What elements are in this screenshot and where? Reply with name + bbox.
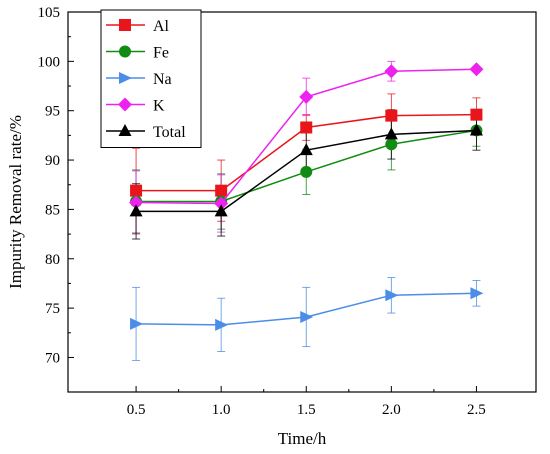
y-tick-label: 105 <box>38 5 61 21</box>
y-tick-label: 100 <box>38 54 61 70</box>
k-data-point <box>384 64 399 79</box>
na-data-point <box>300 310 314 323</box>
legend: Al Fe Na K Total <box>100 9 202 148</box>
y-tick-label: 85 <box>45 202 60 218</box>
al-data-point <box>300 121 313 134</box>
x-tick-label: 2.0 <box>382 402 401 418</box>
total-data-point <box>214 204 228 217</box>
k-data-point <box>469 62 484 77</box>
y-tick-label: 80 <box>45 252 60 268</box>
fe-data-point <box>385 138 398 151</box>
y-axis-title: Impurity Removal rate/% <box>6 115 25 289</box>
total-legend-label: Total <box>153 124 186 141</box>
total-data-point <box>469 123 483 136</box>
na-data-point <box>470 287 484 300</box>
na-legend-label: Na <box>153 71 172 88</box>
k-data-point <box>214 196 229 211</box>
y-tick-label: 70 <box>45 350 60 366</box>
k-legend-label: K <box>153 98 165 115</box>
total-data-point <box>384 127 398 140</box>
fe-data-point <box>300 165 313 178</box>
y-tick-label: 90 <box>45 153 60 169</box>
fe-legend-label: Fe <box>153 45 169 62</box>
plot-area-frame <box>67 11 537 393</box>
total-data-point <box>299 143 313 156</box>
k-legend-marker <box>118 97 132 112</box>
y-tick-label: 75 <box>45 301 60 317</box>
na-legend-marker <box>119 72 132 84</box>
al-data-point <box>470 108 483 121</box>
al-legend-marker <box>119 19 131 31</box>
x-tick-label: 2.5 <box>467 402 486 418</box>
al-data-point <box>385 109 398 122</box>
x-tick-label: 1.0 <box>212 402 231 418</box>
k-data-point <box>299 89 314 104</box>
x-axis-title: Time/h <box>278 429 327 448</box>
total-legend-marker <box>118 124 132 136</box>
na-data-point <box>215 318 229 331</box>
fe-legend-marker <box>119 45 131 58</box>
x-tick-label: 0.5 <box>127 402 146 418</box>
al-data-point <box>215 184 228 197</box>
al-legend-label: Al <box>153 18 170 35</box>
al-data-point <box>130 184 143 197</box>
na-data-point <box>385 289 399 302</box>
k-data-point <box>129 195 144 210</box>
x-tick-label: 1.5 <box>297 402 316 418</box>
total-data-point <box>129 204 143 217</box>
y-tick-label: 95 <box>45 104 60 120</box>
axes-layer: 0.5 1.0 1.5 2.0 2.5 70 75 80 85 90 95 100 105 <box>38 5 486 418</box>
na-data-point <box>130 317 144 330</box>
series-layer <box>129 62 484 331</box>
